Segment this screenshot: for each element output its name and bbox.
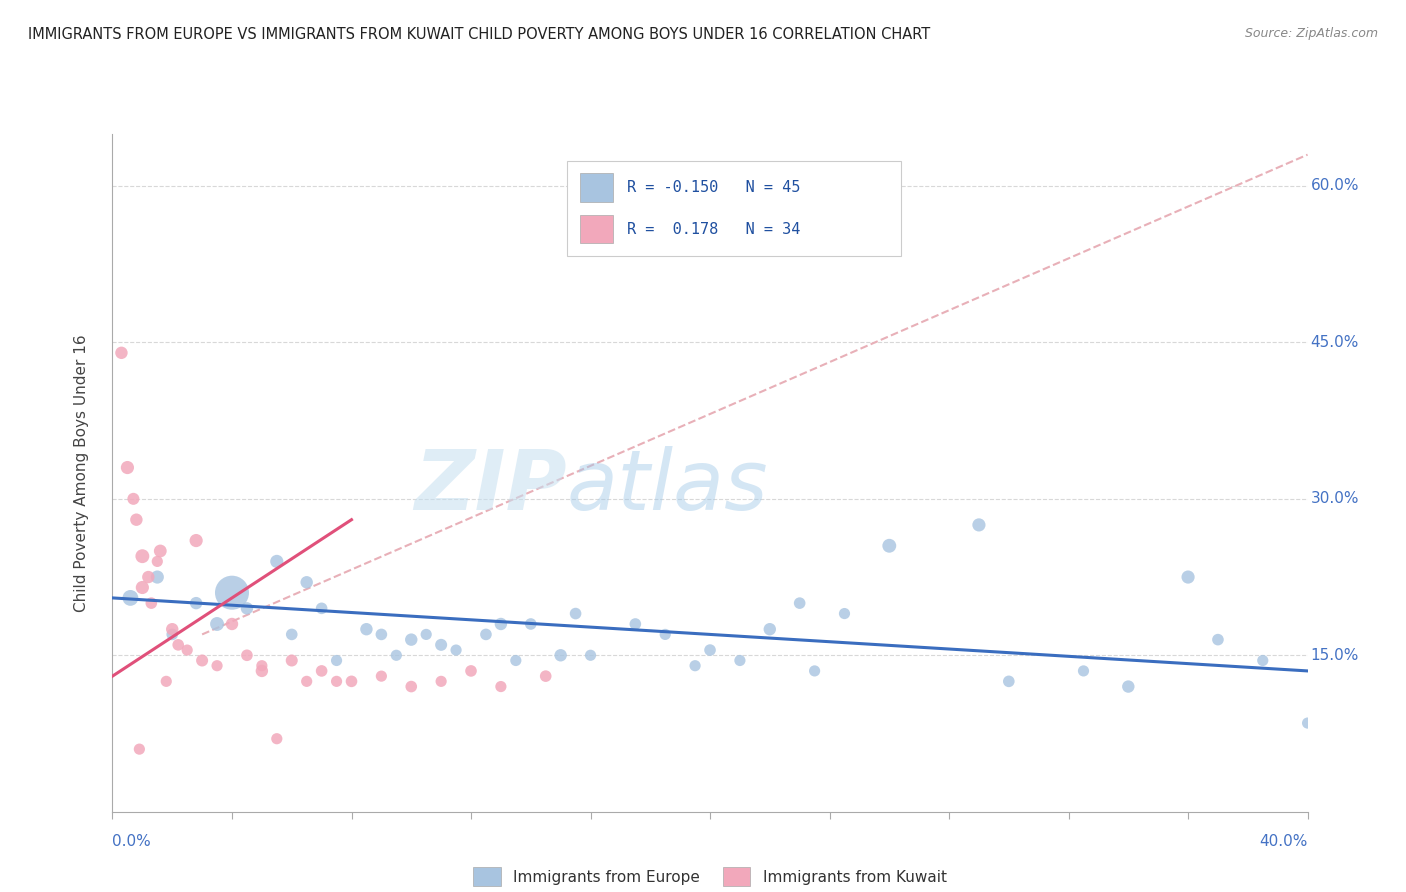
Text: atlas: atlas (567, 446, 768, 527)
Point (370, 669, 392, 683)
Point (162, 622, 183, 636)
Text: 0.0%: 0.0% (112, 834, 152, 849)
Point (146, 554, 169, 568)
Point (131, 549, 153, 564)
Point (877, 539, 900, 553)
Point (1116, 680, 1139, 694)
Point (489, 617, 512, 632)
Point (176, 643, 198, 657)
Point (110, 346, 132, 360)
Text: 60.0%: 60.0% (1310, 178, 1358, 194)
Text: 45.0%: 45.0% (1310, 334, 1358, 350)
Point (125, 513, 148, 527)
Point (117, 460, 139, 475)
Text: 40.0%: 40.0% (1260, 834, 1308, 849)
Point (325, 674, 347, 689)
Point (340, 674, 363, 689)
Text: Source: ZipAtlas.com: Source: ZipAtlas.com (1244, 27, 1378, 40)
Point (146, 570, 169, 584)
Point (205, 658, 228, 673)
Point (138, 570, 160, 584)
Point (128, 742, 150, 756)
Point (266, 554, 288, 568)
Point (1073, 664, 1095, 678)
Point (167, 638, 190, 652)
Point (520, 617, 543, 632)
Point (430, 674, 453, 689)
Text: 15.0%: 15.0% (1310, 648, 1358, 663)
Point (370, 627, 392, 641)
Point (834, 607, 856, 621)
Point (654, 627, 676, 641)
Point (141, 596, 163, 610)
Point (579, 648, 602, 663)
Legend: Immigrants from Europe, Immigrants from Kuwait: Immigrants from Europe, Immigrants from … (467, 862, 953, 892)
Point (149, 544, 172, 558)
Point (967, 517, 990, 532)
Point (325, 653, 347, 667)
Point (162, 627, 183, 641)
Text: R = -0.150   N = 45: R = -0.150 N = 45 (627, 180, 800, 195)
Point (728, 653, 751, 667)
Point (155, 674, 177, 689)
Point (186, 596, 208, 610)
Point (281, 627, 304, 641)
Point (489, 680, 512, 694)
Point (186, 533, 208, 548)
Point (221, 617, 243, 632)
Point (120, 591, 142, 605)
Point (236, 601, 259, 615)
Point (191, 653, 214, 667)
Point (759, 622, 782, 636)
Point (460, 664, 482, 678)
Point (1312, 753, 1334, 767)
Point (550, 648, 572, 663)
Point (1296, 716, 1319, 731)
Point (236, 648, 259, 663)
Point (295, 575, 318, 590)
Point (131, 581, 153, 595)
Point (430, 638, 453, 652)
Point (505, 653, 527, 667)
Point (221, 585, 243, 599)
Point (564, 607, 586, 621)
Point (250, 658, 273, 673)
Point (475, 627, 498, 641)
Point (311, 601, 333, 615)
Point (415, 627, 437, 641)
Point (356, 622, 378, 636)
Point (385, 648, 408, 663)
Point (803, 664, 825, 678)
Point (534, 669, 557, 683)
Point (1206, 632, 1229, 647)
Point (444, 643, 467, 657)
Point (699, 643, 721, 657)
Text: 30.0%: 30.0% (1310, 491, 1358, 507)
Point (281, 653, 304, 667)
Point (266, 731, 288, 746)
Text: ZIP: ZIP (413, 446, 567, 527)
Point (1177, 570, 1199, 584)
Point (624, 617, 647, 632)
Text: R =  0.178   N = 34: R = 0.178 N = 34 (627, 222, 800, 236)
Point (789, 596, 811, 610)
Point (250, 664, 273, 678)
Point (122, 491, 145, 506)
Point (1251, 653, 1274, 667)
Point (205, 617, 228, 632)
Point (295, 674, 318, 689)
Point (401, 680, 423, 694)
Y-axis label: Child Poverty Among Boys Under 16: Child Poverty Among Boys Under 16 (75, 334, 89, 612)
Point (311, 664, 333, 678)
Point (683, 658, 706, 673)
Point (998, 674, 1021, 689)
Text: IMMIGRANTS FROM EUROPE VS IMMIGRANTS FROM KUWAIT CHILD POVERTY AMONG BOYS UNDER : IMMIGRANTS FROM EUROPE VS IMMIGRANTS FRO… (28, 27, 931, 42)
Point (401, 632, 423, 647)
